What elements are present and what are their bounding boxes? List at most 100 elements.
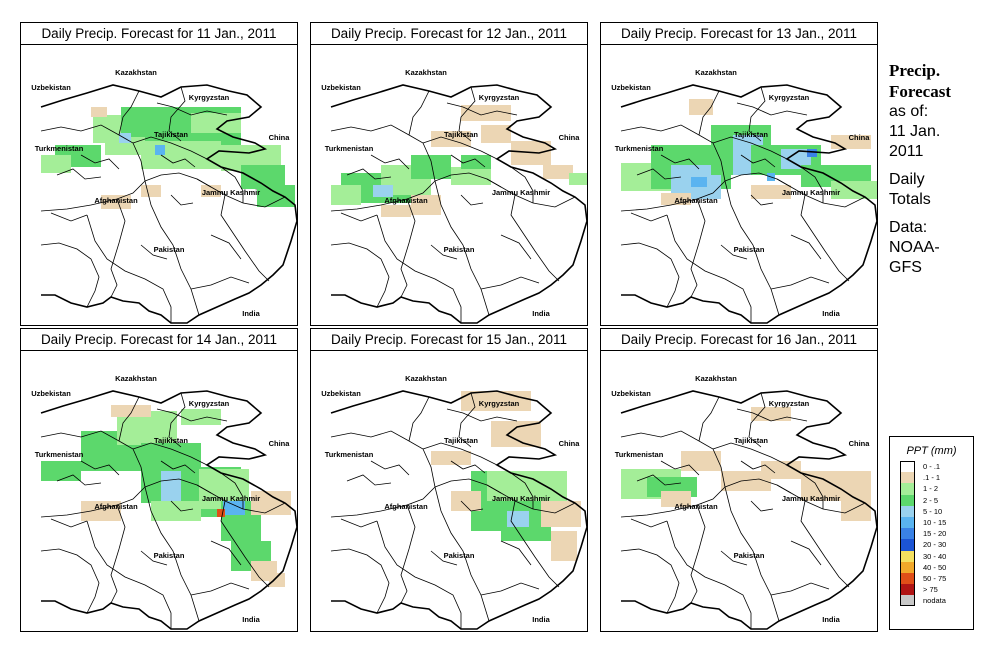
data-line1: Data: bbox=[889, 219, 928, 236]
country-label: Jammu Kashmir bbox=[782, 188, 840, 197]
forecast-panel-4: Daily Precip. Forecast for 14 Jan., 2011… bbox=[20, 328, 298, 632]
precip-cell bbox=[543, 165, 573, 179]
precip-cell bbox=[269, 573, 285, 587]
province-border bbox=[156, 102, 228, 116]
country-label: Jammu Kashmir bbox=[492, 188, 550, 197]
province-border bbox=[86, 214, 172, 323]
country-label: Afghanistan bbox=[94, 196, 138, 205]
legend-title: PPT (mm) bbox=[906, 445, 957, 457]
precip-cell bbox=[181, 409, 221, 425]
province-border bbox=[736, 102, 808, 116]
legend-swatch bbox=[900, 584, 915, 596]
precip-cell bbox=[831, 135, 871, 149]
country-label: Tajikistan bbox=[444, 436, 478, 445]
country-label: Tajikistan bbox=[154, 130, 188, 139]
legend-label: 15 - 20 bbox=[923, 529, 947, 539]
country-label: Uzbekistan bbox=[31, 83, 71, 92]
province-border bbox=[376, 214, 462, 323]
province-border bbox=[56, 168, 102, 180]
precip-cell bbox=[751, 185, 791, 199]
country-label: Tajikistan bbox=[154, 436, 188, 445]
country-label: Afghanistan bbox=[94, 502, 138, 511]
precip-field bbox=[621, 407, 871, 521]
legend-label: 50 - 75 bbox=[923, 573, 947, 583]
legend-item: 30 - 40 bbox=[900, 550, 973, 562]
province-border bbox=[408, 90, 430, 136]
panel-title: Daily Precip. Forecast for 14 Jan., 2011 bbox=[21, 329, 297, 351]
precip-cell bbox=[155, 145, 165, 155]
precip-cell bbox=[451, 167, 491, 185]
legend-swatch bbox=[900, 572, 915, 585]
province-border bbox=[430, 244, 458, 260]
asof-line1: as of: bbox=[889, 103, 929, 120]
country-label: Kyrgyzstan bbox=[769, 93, 810, 102]
daily-line1: Daily bbox=[889, 171, 925, 188]
precip-cell bbox=[41, 461, 81, 481]
country-label: Jammu Kashmir bbox=[492, 494, 550, 503]
legend-item: 10 - 15 bbox=[900, 516, 973, 529]
province-border bbox=[690, 504, 706, 604]
province-border bbox=[460, 194, 484, 206]
country-label: Afghanistan bbox=[674, 502, 718, 511]
forecast-panel-2: Daily Precip. Forecast for 12 Jan., 2011… bbox=[310, 22, 588, 326]
province-border bbox=[50, 518, 88, 528]
legend-swatch bbox=[900, 505, 915, 517]
province-border bbox=[800, 194, 850, 282]
country-label: Turkmenistan bbox=[35, 450, 84, 459]
legend-swatch bbox=[900, 472, 915, 484]
precip-field bbox=[621, 99, 877, 205]
precip-cell bbox=[541, 501, 581, 527]
panel-title: Daily Precip. Forecast for 12 Jan., 2011 bbox=[311, 23, 587, 45]
country-label: India bbox=[822, 615, 840, 624]
province-border bbox=[340, 212, 378, 222]
precip-cell bbox=[569, 173, 587, 185]
province-border bbox=[340, 518, 378, 528]
country-label: Afghanistan bbox=[384, 502, 428, 511]
country-label: Pakistan bbox=[154, 245, 185, 254]
legend-label: > 75 bbox=[923, 585, 938, 595]
province-border bbox=[450, 154, 486, 168]
precip-cell bbox=[381, 205, 411, 217]
precip-map: Kazakhstan Uzbekistan Kyrgyzstan Tajikistan… bbox=[311, 351, 587, 631]
precip-cell bbox=[661, 491, 691, 507]
province-border bbox=[712, 442, 788, 466]
legend-swatch bbox=[900, 550, 915, 562]
forecast-panel-6: Daily Precip. Forecast for 16 Jan., 2011… bbox=[600, 328, 878, 632]
province-border bbox=[712, 136, 788, 160]
province-border bbox=[400, 504, 416, 604]
province-border bbox=[376, 520, 462, 629]
legend-label: 2 - 5 bbox=[923, 495, 939, 505]
province-border bbox=[156, 408, 228, 422]
panel-title: Daily Precip. Forecast for 16 Jan., 2011 bbox=[601, 329, 877, 351]
province-border bbox=[370, 460, 410, 476]
country-label: Pakistan bbox=[154, 551, 185, 560]
province-border bbox=[698, 396, 720, 442]
province-border bbox=[408, 396, 430, 442]
precip-cell bbox=[841, 501, 871, 521]
precip-cell bbox=[201, 185, 221, 197]
country-label: China bbox=[559, 133, 581, 142]
legend-label: 1 - 2 bbox=[923, 484, 939, 494]
country-label: Tajikistan bbox=[734, 436, 768, 445]
province-border bbox=[776, 484, 866, 514]
province-border bbox=[40, 430, 146, 518]
province-border bbox=[210, 234, 242, 260]
country-label: Tajikistan bbox=[444, 130, 478, 139]
province-border bbox=[400, 198, 416, 298]
legend-item: 0 - .1 bbox=[900, 461, 973, 473]
precip-cell bbox=[141, 185, 161, 197]
country-label: India bbox=[822, 309, 840, 318]
legend-item: 15 - 20 bbox=[900, 528, 973, 540]
precip-cell bbox=[151, 501, 201, 521]
province-border bbox=[140, 244, 168, 260]
side-title-line1: Precip. bbox=[889, 61, 941, 80]
legend-item: 20 - 30 bbox=[900, 539, 973, 551]
province-border bbox=[750, 194, 774, 206]
country-outline bbox=[620, 390, 877, 630]
panel-title: Daily Precip. Forecast for 15 Jan., 2011 bbox=[311, 329, 587, 351]
precip-cell bbox=[257, 185, 295, 207]
precip-map: Kazakhstan Uzbekistan Kyrgyzstan Tajikistan… bbox=[601, 45, 877, 325]
legend-swatch bbox=[900, 483, 915, 495]
country-label: India bbox=[532, 615, 550, 624]
